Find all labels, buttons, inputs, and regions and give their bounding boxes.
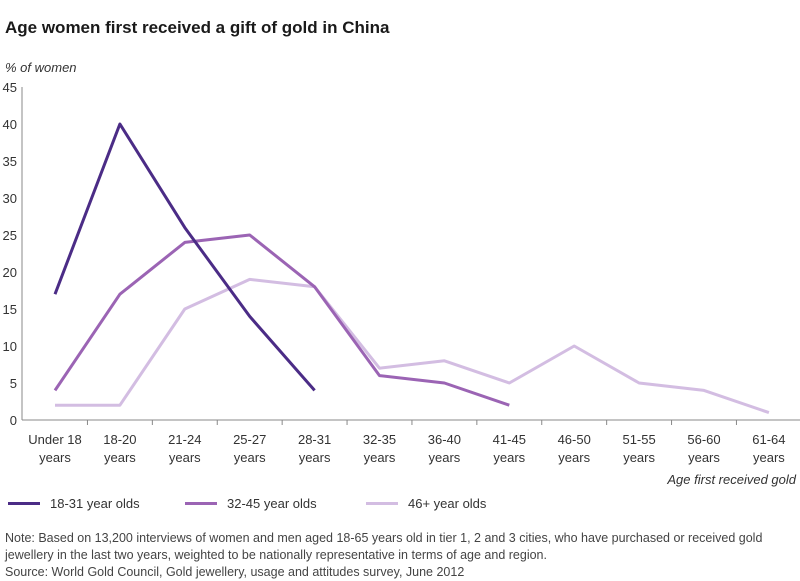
x-tick-label: 28-31 years xyxy=(298,432,331,465)
x-tick-label: 32-35 years xyxy=(363,432,396,465)
note-text: Note: Based on 13,200 interviews of wome… xyxy=(5,531,763,562)
line-chart: % of women 0 5 10 15 20 25 30 35 40 45 Under 18 ye… xyxy=(3,60,800,487)
x-tick-label: 18-20 years xyxy=(103,432,136,465)
y-tick-label: 30 xyxy=(3,191,17,206)
legend-item-46-plus: 46+ year olds xyxy=(366,496,486,511)
legend-item-32-45: 32-45 year olds xyxy=(185,496,317,511)
y-tick-label: 15 xyxy=(3,302,17,317)
x-axis-ticks: Under 18 years 18-20 years 21-24 years 25-27 ye… xyxy=(28,420,786,465)
y-tick-label: 10 xyxy=(3,339,17,354)
chart-title: Age women first received a gift of gold … xyxy=(5,18,390,37)
legend-label-18-31: 18-31 year olds xyxy=(50,496,140,511)
series-line-18-31 xyxy=(53,122,316,392)
x-tick-label: 61-64 years xyxy=(752,432,785,465)
y-tick-label: 40 xyxy=(3,117,17,132)
x-tick-label: 21-24 years xyxy=(168,432,201,465)
y-tick-label: 35 xyxy=(3,154,17,169)
x-axis-label: Age first received gold xyxy=(666,472,796,487)
legend-swatch-18-31 xyxy=(8,502,40,505)
series-line-32-45 xyxy=(53,233,510,407)
legend-label-46-plus: 46+ year olds xyxy=(408,496,487,511)
y-axis-label: % of women xyxy=(5,60,77,75)
legend-item-18-31: 18-31 year olds xyxy=(8,496,140,511)
x-tick-label: Under 18 years xyxy=(28,432,81,465)
series-lines xyxy=(53,122,770,415)
legend-swatch-46-plus xyxy=(366,502,398,505)
series-line-46-plus xyxy=(55,277,770,415)
y-tick-label: 20 xyxy=(3,265,17,280)
legend-label-32-45: 32-45 year olds xyxy=(227,496,317,511)
footnote: Note: Based on 13,200 interviews of wome… xyxy=(5,530,795,581)
y-tick-label: 5 xyxy=(10,376,17,391)
y-tick-label: 0 xyxy=(10,413,17,428)
x-tick-label: 51-55 years xyxy=(622,432,655,465)
y-tick-label: 45 xyxy=(3,80,17,95)
y-tick-label: 25 xyxy=(3,228,17,243)
x-tick-label: 46-50 years xyxy=(558,432,591,465)
x-tick-label: 36-40 years xyxy=(428,432,461,465)
x-tick-label: 56-60 years xyxy=(687,432,720,465)
x-tick-label: 41-45 years xyxy=(493,432,526,465)
source-text: Source: World Gold Council, Gold jewelle… xyxy=(5,565,465,579)
legend-swatch-32-45 xyxy=(185,502,217,505)
x-tick-label: 25-27 years xyxy=(233,432,266,465)
y-axis-ticks: 0 5 10 15 20 25 30 35 40 45 xyxy=(3,80,17,428)
